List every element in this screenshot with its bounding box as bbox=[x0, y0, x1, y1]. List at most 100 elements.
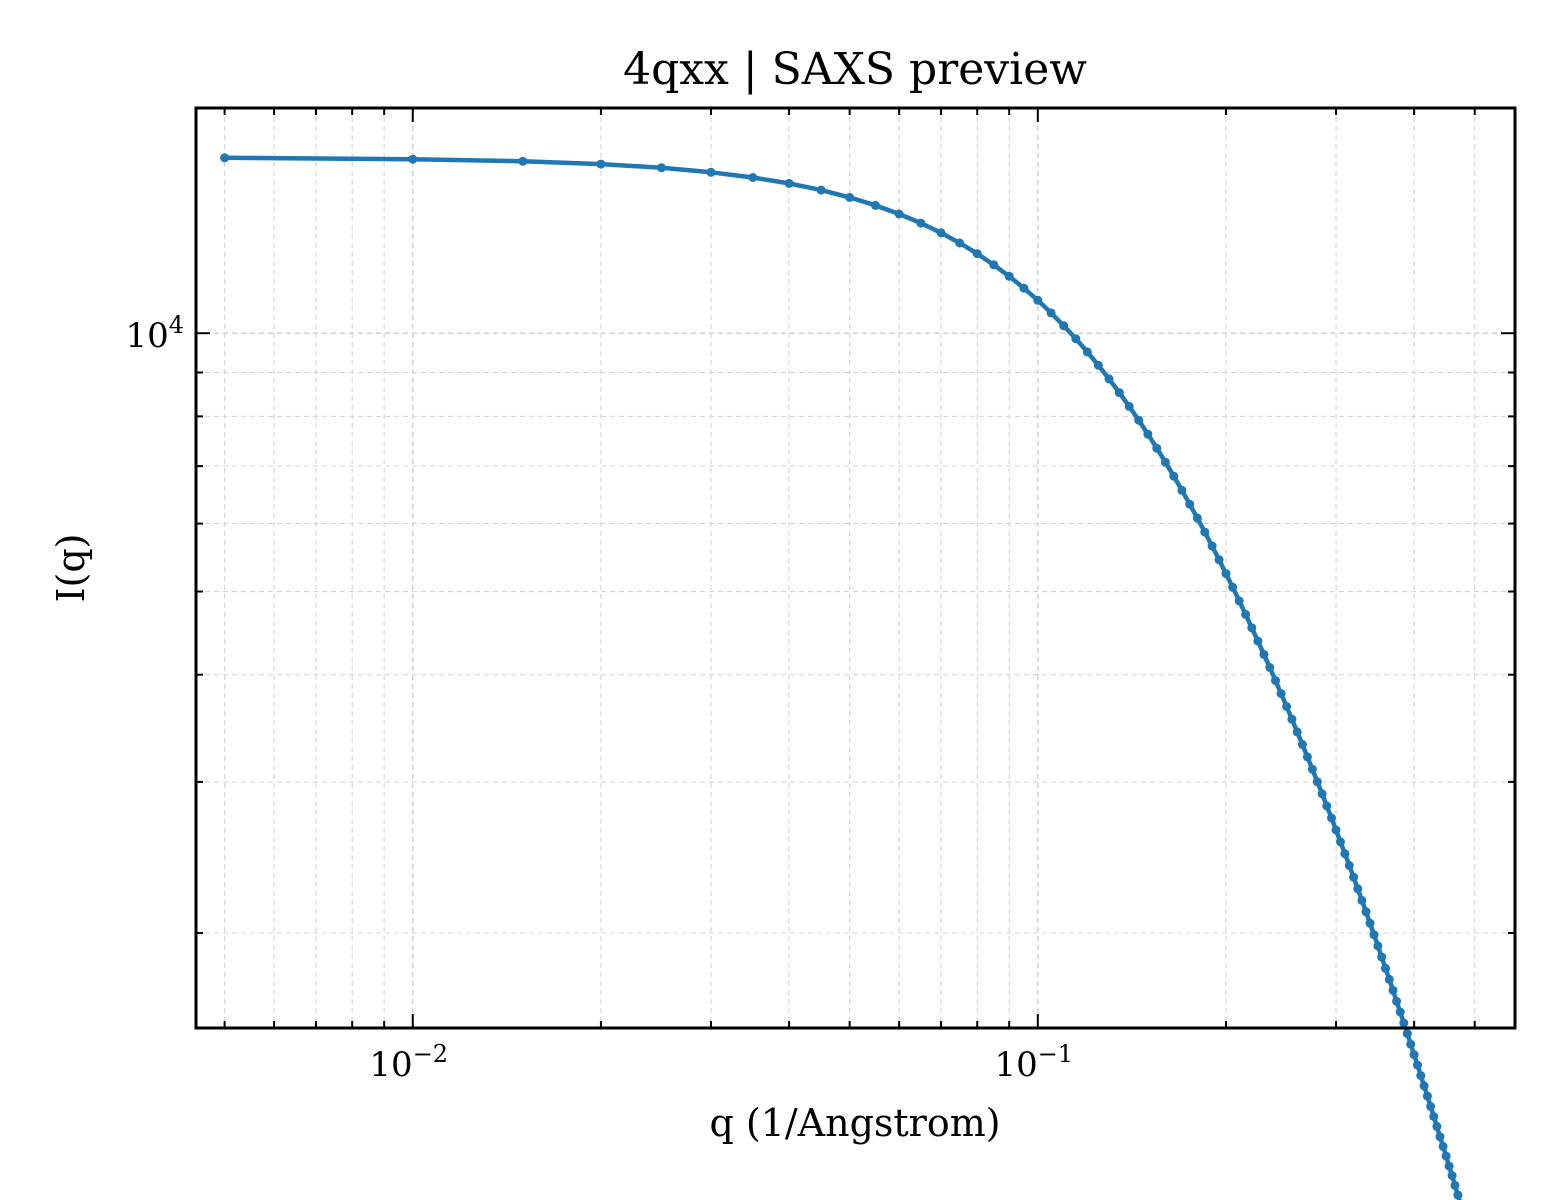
data-point bbox=[1388, 985, 1398, 995]
data-point bbox=[1297, 740, 1307, 749]
data-point bbox=[936, 228, 946, 238]
data-point bbox=[1093, 360, 1103, 370]
data-point bbox=[1033, 295, 1043, 305]
data-point bbox=[518, 156, 528, 166]
data-point bbox=[1453, 1190, 1463, 1200]
data-point bbox=[1353, 884, 1363, 894]
data-point bbox=[1384, 974, 1394, 984]
data-point bbox=[1234, 596, 1244, 606]
data-point bbox=[1441, 1151, 1451, 1161]
data-point bbox=[816, 185, 826, 195]
data-point bbox=[1340, 849, 1350, 859]
data-point bbox=[1046, 308, 1056, 318]
data-point bbox=[1200, 527, 1210, 537]
data-point bbox=[1177, 485, 1187, 495]
data-point bbox=[1134, 415, 1144, 425]
data-point bbox=[1327, 813, 1336, 823]
data-point bbox=[1114, 388, 1124, 398]
plot-area-series bbox=[220, 153, 1463, 1200]
data-point bbox=[1282, 702, 1292, 711]
data-point bbox=[1416, 1071, 1426, 1081]
data-point bbox=[1287, 714, 1297, 724]
data-point bbox=[1276, 689, 1286, 699]
data-point bbox=[1207, 541, 1217, 551]
data-point bbox=[1302, 752, 1312, 762]
x-axis-label: q (1/Angstrom) bbox=[709, 1101, 1000, 1145]
data-point bbox=[1357, 895, 1367, 905]
data-point bbox=[1265, 663, 1275, 672]
data-point bbox=[1435, 1132, 1445, 1142]
data-point bbox=[1312, 777, 1322, 787]
data-point bbox=[1104, 374, 1114, 384]
plot-frame bbox=[194, 106, 1517, 1030]
axis-ticks bbox=[196, 108, 1515, 1028]
data-point bbox=[1438, 1141, 1448, 1151]
data-point bbox=[1419, 1081, 1429, 1091]
data-point bbox=[1349, 872, 1359, 882]
data-point bbox=[1361, 907, 1371, 917]
data-point bbox=[1399, 1018, 1409, 1028]
data-point bbox=[596, 159, 606, 169]
data-point bbox=[657, 163, 666, 173]
data-point bbox=[1331, 825, 1341, 835]
data-point bbox=[1004, 271, 1014, 281]
data-point bbox=[1185, 499, 1195, 509]
data-point bbox=[1422, 1091, 1432, 1101]
data-point bbox=[1221, 569, 1231, 579]
data-point bbox=[1395, 1007, 1405, 1017]
data-point bbox=[1392, 996, 1402, 1006]
data-point bbox=[1292, 727, 1302, 737]
data-point bbox=[1169, 471, 1179, 481]
data-point bbox=[1317, 789, 1327, 799]
grid-lines bbox=[196, 108, 1515, 1028]
data-point bbox=[706, 167, 716, 177]
data-point bbox=[408, 154, 418, 164]
data-point bbox=[1377, 952, 1387, 962]
data-point bbox=[1336, 837, 1345, 847]
data-point bbox=[1143, 429, 1153, 439]
data-point bbox=[1344, 861, 1354, 870]
data-point bbox=[1071, 334, 1081, 344]
data-point bbox=[1247, 623, 1257, 633]
data-point bbox=[1241, 609, 1251, 619]
data-point bbox=[1444, 1161, 1454, 1171]
data-point bbox=[1432, 1122, 1442, 1131]
data-point bbox=[784, 178, 794, 188]
data-point bbox=[1160, 457, 1170, 467]
y-axis-label: I(q) bbox=[49, 534, 93, 603]
data-point bbox=[1152, 443, 1162, 453]
data-point bbox=[1402, 1029, 1412, 1039]
data-point bbox=[1124, 401, 1134, 411]
tick-labels: 10−2 10−1 104 bbox=[125, 311, 1073, 1085]
data-point bbox=[1192, 513, 1202, 523]
data-point bbox=[1450, 1180, 1460, 1190]
data-point bbox=[894, 209, 904, 219]
data-point bbox=[989, 260, 999, 270]
data-point bbox=[220, 153, 230, 163]
data-point bbox=[1413, 1060, 1422, 1070]
data-point bbox=[1082, 347, 1092, 357]
x-tick-label: 10−1 bbox=[994, 1040, 1073, 1085]
data-point bbox=[1307, 764, 1317, 774]
data-point bbox=[1253, 636, 1263, 646]
data-point bbox=[1381, 963, 1390, 973]
chart-title: 4qxx | SAXS preview bbox=[623, 44, 1087, 95]
data-point bbox=[748, 173, 758, 182]
data-point bbox=[871, 200, 880, 210]
data-point bbox=[1369, 930, 1379, 940]
data-point bbox=[1019, 283, 1029, 293]
data-point bbox=[1373, 941, 1383, 951]
series-line bbox=[224, 155, 1462, 1200]
data-point bbox=[1426, 1101, 1436, 1111]
data-point bbox=[1214, 555, 1224, 565]
data-point bbox=[1059, 321, 1069, 331]
data-point bbox=[955, 238, 965, 248]
data-point bbox=[972, 249, 982, 259]
data-point bbox=[1409, 1050, 1419, 1060]
data-point bbox=[1271, 676, 1280, 686]
data-point bbox=[916, 218, 926, 228]
data-point bbox=[845, 192, 855, 202]
data-point bbox=[1322, 801, 1332, 811]
data-point bbox=[1447, 1171, 1457, 1181]
